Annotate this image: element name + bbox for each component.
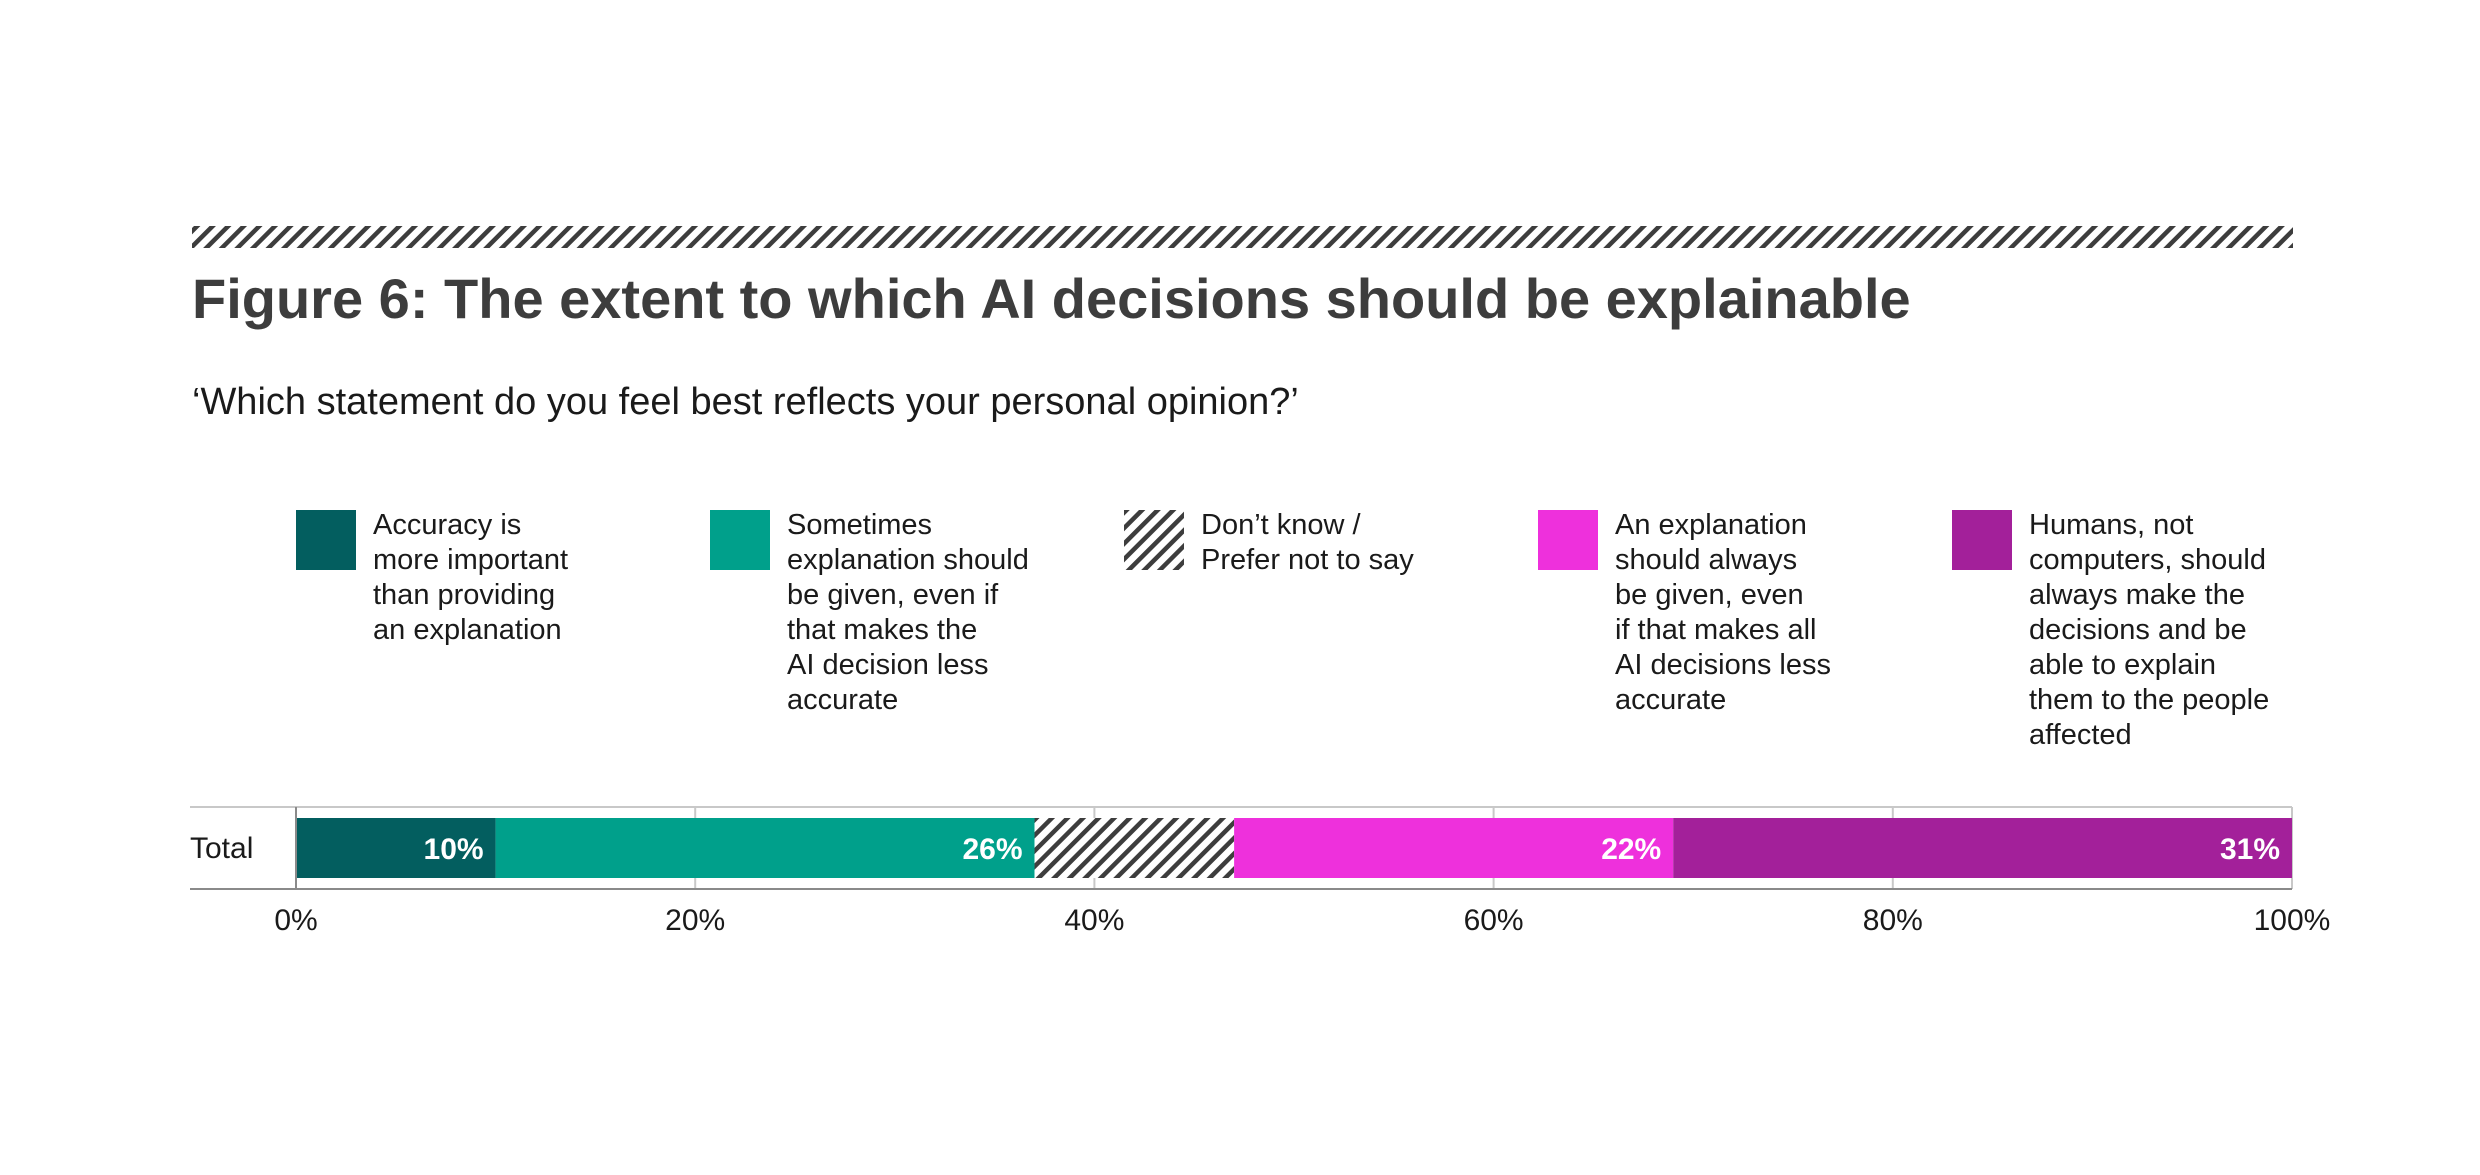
x-tick-label: 60%: [1464, 904, 1524, 937]
x-axis: 0% 20% 40% 60% 80% 100%: [190, 807, 2330, 937]
x-tick-label: 0%: [274, 904, 317, 937]
chart-title: Figure 6: The extent to which AI decisio…: [192, 267, 1911, 330]
bar-segment: [495, 818, 1035, 878]
legend-swatch: [1952, 510, 2012, 570]
data-label: 31%: [2220, 833, 2280, 866]
data-label: 26%: [962, 833, 1022, 866]
category-label: Total: [190, 832, 253, 865]
bar-segment: [296, 818, 496, 878]
legend: Accuracy is more important than providing a…: [296, 509, 2269, 751]
bars: Total 10% 26% 22% 31%: [190, 818, 2292, 878]
legend-swatch: [1124, 510, 1184, 570]
bar-segment: [1234, 818, 1674, 878]
x-tick-label: 100%: [2254, 904, 2331, 937]
legend-swatch: [296, 510, 356, 570]
legend-label: Don’t know / Prefer not to say: [1201, 509, 1414, 576]
bar-segment: [1034, 818, 1235, 878]
x-tick-label: 40%: [1064, 904, 1124, 937]
legend-label: An explanation should always be given, eve…: [1615, 509, 1831, 716]
legend-label: Sometimes explanation should be given, eve…: [787, 509, 1029, 716]
legend-swatch: [1538, 510, 1598, 570]
hatched-rule: [192, 226, 2293, 248]
legend-label: Accuracy is more important than providing a…: [373, 509, 568, 646]
data-label: 22%: [1601, 833, 1661, 866]
legend-swatch: [710, 510, 770, 570]
chart-subtitle: ‘Which statement do you feel best reflec…: [192, 381, 1299, 423]
data-label: 10%: [424, 833, 484, 866]
x-tick-label: 80%: [1863, 904, 1923, 937]
legend-label: Humans, not computers, should always make …: [2029, 509, 2269, 751]
bar-segment: [1673, 818, 2292, 878]
x-tick-label: 20%: [665, 904, 725, 937]
